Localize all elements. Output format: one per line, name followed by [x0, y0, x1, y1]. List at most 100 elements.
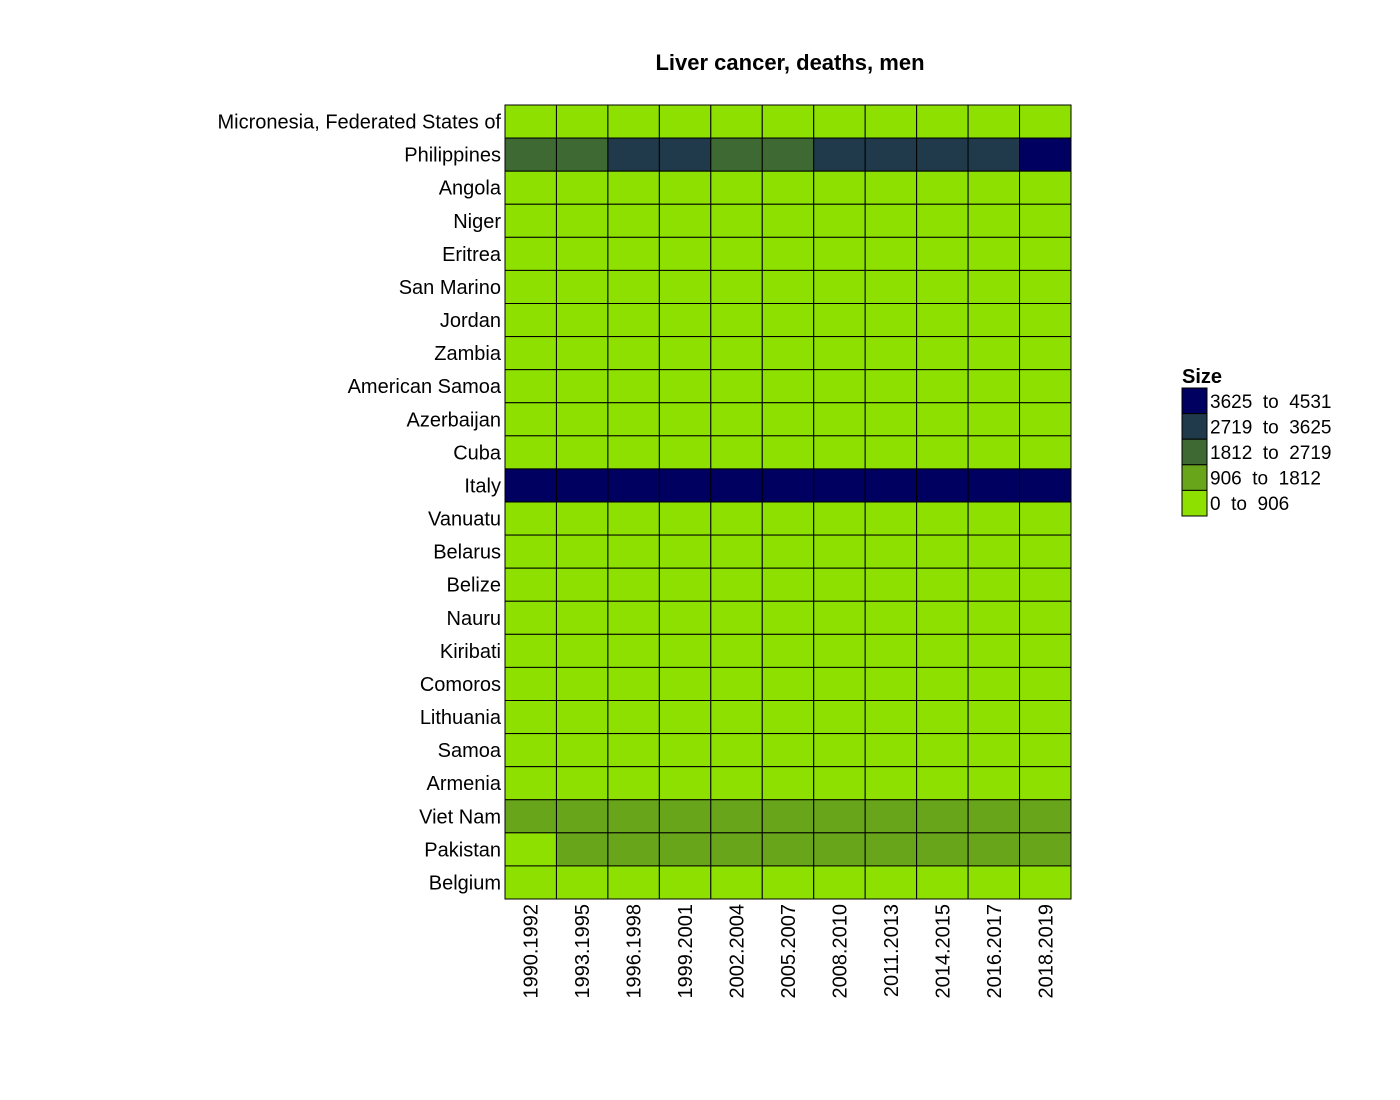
heatmap-cell	[555, 567, 609, 602]
heatmap-cell	[967, 666, 1021, 701]
heatmap-cell	[813, 534, 866, 569]
heatmap-cell	[916, 369, 969, 404]
heatmap-cell	[1019, 700, 1072, 735]
row-label: Jordan	[440, 310, 501, 332]
heatmap-cell	[813, 733, 866, 768]
heatmap-cell	[710, 468, 763, 503]
heatmap-cell	[710, 799, 763, 834]
heatmap-cell	[967, 501, 1021, 536]
heatmap-cell	[813, 236, 866, 271]
column-label: 1996.1998	[624, 904, 646, 999]
heatmap-cell	[916, 567, 969, 602]
heatmap-cell	[967, 170, 1021, 205]
row-label: Cuba	[453, 442, 502, 464]
heatmap-cell	[1019, 733, 1072, 768]
heatmap-cell	[916, 633, 969, 668]
column-label: 2011.2013	[881, 904, 903, 997]
heatmap-cell	[813, 369, 866, 404]
heatmap-cell	[555, 468, 609, 503]
row-labels: Micronesia, Federated States of Philippin…	[218, 112, 502, 895]
heatmap-cell	[967, 799, 1021, 834]
heatmap-cell	[864, 666, 918, 701]
heatmap-cell	[504, 468, 557, 503]
heatmap-cell	[607, 832, 660, 867]
heatmap-cell	[967, 468, 1021, 503]
heatmap-cell	[916, 700, 969, 735]
heatmap-cell	[658, 468, 712, 503]
heatmap-cell	[658, 600, 712, 635]
heatmap-cell	[916, 170, 969, 205]
heatmap-cell	[916, 865, 969, 900]
row-label: Belize	[447, 575, 501, 597]
heatmap-cell	[813, 799, 866, 834]
heatmap-cell	[658, 435, 712, 470]
legend-label: 3625 to 4531	[1210, 392, 1332, 413]
row-label: Angola	[439, 178, 502, 200]
heatmap-cell	[504, 832, 557, 867]
heatmap-cell	[916, 501, 969, 536]
heatmap-cell	[864, 203, 918, 238]
legend-label: 1812 to 2719	[1210, 443, 1332, 464]
heatmap-cell	[555, 799, 609, 834]
heatmap-cell	[658, 633, 712, 668]
heatmap-cell	[967, 104, 1021, 139]
legend-swatch	[1181, 438, 1208, 466]
row-label: Philippines	[404, 145, 501, 167]
heatmap-cell	[555, 600, 609, 635]
heatmap-cell	[710, 104, 763, 139]
heatmap-cell	[967, 303, 1021, 338]
heatmap-cell	[916, 799, 969, 834]
heatmap-cell	[607, 534, 660, 569]
heatmap-cell	[761, 865, 815, 900]
heatmap-cell	[555, 501, 609, 536]
heatmap-cell	[658, 303, 712, 338]
heatmap-cell	[710, 865, 763, 900]
heatmap-cell	[504, 534, 557, 569]
heatmap-cell	[504, 501, 557, 536]
heatmap-cell	[555, 733, 609, 768]
heatmap-cell	[1019, 336, 1072, 371]
heatmap-cell	[504, 402, 557, 437]
column-labels: 1990.1992 1993.1995 1996.1998 1999.2001 2002…	[521, 904, 1058, 999]
heatmap-cell	[710, 402, 763, 437]
heatmap-cell	[710, 336, 763, 371]
heatmap-cell	[555, 137, 609, 172]
heatmap-cell	[1019, 633, 1072, 668]
heatmap-cell	[1019, 435, 1072, 470]
heatmap-cell	[864, 435, 918, 470]
heatmap-cell	[1019, 170, 1072, 205]
heatmap-cell	[504, 733, 557, 768]
row-label: Micronesia, Federated States of	[218, 112, 502, 134]
row-label: San Marino	[399, 277, 501, 299]
heatmap-cell	[607, 104, 660, 139]
heatmap-cell	[710, 832, 763, 867]
column-label: 1999.2001	[675, 904, 697, 999]
column-label: 1993.1995	[572, 904, 594, 999]
legend-swatch	[1181, 413, 1208, 440]
heatmap-cell	[710, 766, 763, 801]
legend: Size 3625 to 4531 2719 to 3625 1812 to 271…	[1181, 366, 1332, 517]
heatmap-cell	[658, 269, 712, 305]
heatmap-cell	[607, 700, 660, 735]
heatmap-cell	[504, 336, 557, 371]
heatmap-cell	[761, 666, 815, 701]
row-label: Armenia	[427, 773, 502, 795]
heatmap-cell	[813, 269, 866, 305]
column-label: 2018.2019	[1035, 904, 1057, 999]
heatmap-cell	[761, 104, 815, 139]
heatmap-cell	[813, 137, 866, 172]
heatmap-cell	[761, 170, 815, 205]
heatmap-cell	[658, 766, 712, 801]
row-label: Lithuania	[420, 707, 502, 729]
heatmap-cell	[555, 369, 609, 404]
heatmap-cell	[761, 203, 815, 238]
heatmap-cell	[555, 336, 609, 371]
heatmap-cell	[555, 303, 609, 338]
heatmap-cell	[658, 170, 712, 205]
heatmap-cell	[864, 303, 918, 338]
heatmap-cell	[658, 666, 712, 701]
heatmap-cell	[967, 336, 1021, 371]
heatmap-cell	[607, 799, 660, 834]
row-label: Viet Nam	[419, 806, 501, 828]
heatmap-cell	[761, 236, 815, 271]
